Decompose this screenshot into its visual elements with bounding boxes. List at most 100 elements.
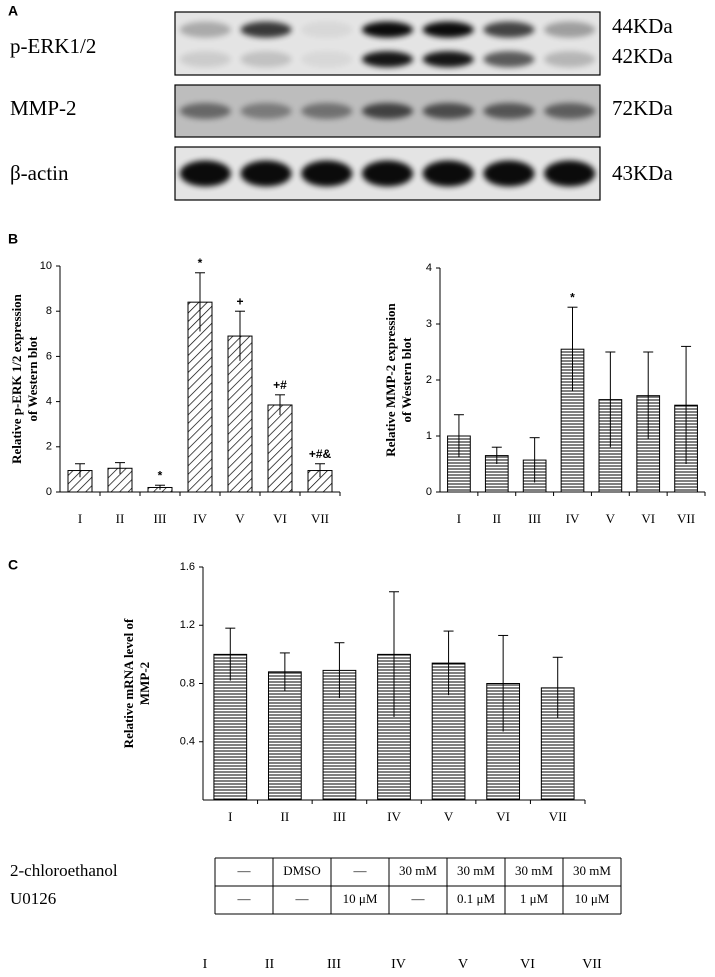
y-tick-label: 4 — [426, 262, 432, 274]
x-tick-label: II — [116, 511, 125, 526]
blot-band — [544, 21, 596, 38]
bar — [187, 301, 213, 493]
significance-label: + — [236, 294, 243, 308]
table-cell: 1 μM — [520, 891, 549, 906]
blot-band — [179, 160, 231, 187]
y-tick-label: 0.4 — [180, 736, 195, 748]
x-tick-label: III — [333, 809, 346, 824]
blot-label: p-ERK1/2 — [10, 34, 96, 58]
x-tick-label: V — [606, 511, 616, 526]
blot-frame — [174, 146, 601, 201]
table-cell: DMSO — [283, 863, 321, 878]
blot-band — [362, 160, 413, 187]
blot-band — [544, 51, 596, 68]
column-label: I — [203, 957, 208, 972]
y-axis-label: Relative p-ERK 1/2 expression — [9, 293, 24, 464]
y-tick-label: 1.6 — [180, 561, 195, 573]
blot-band — [422, 103, 474, 119]
y-axis-label: Relative MMP-2 expression — [383, 302, 398, 456]
blot-band — [362, 51, 413, 68]
bar — [267, 671, 302, 801]
column-label: VI — [520, 957, 535, 972]
blot-band — [301, 160, 353, 187]
significance-label: +#& — [309, 447, 332, 461]
significance-label: +# — [273, 378, 287, 392]
column-label: V — [458, 957, 468, 972]
blot-band — [483, 160, 535, 187]
blot-band — [240, 160, 292, 187]
blot-band — [422, 21, 474, 38]
bar — [227, 335, 253, 493]
y-tick-label: 0.8 — [180, 677, 195, 689]
molecular-weight: 43KDa — [612, 161, 673, 185]
molecular-weight: 44KDa — [612, 14, 673, 38]
y-tick-label: 10 — [40, 260, 52, 272]
blot-label: β-actin — [10, 161, 69, 185]
blot-band — [179, 21, 231, 38]
x-tick-label: I — [457, 511, 461, 526]
y-tick-label: 6 — [46, 350, 52, 362]
blot-band — [544, 103, 596, 119]
y-tick-label: 1 — [426, 430, 432, 442]
x-tick-label: III — [528, 511, 541, 526]
blot-band — [240, 51, 292, 68]
blot-band — [362, 21, 413, 38]
row-label: 2-chloroethanol — [10, 861, 118, 880]
x-tick-label: V — [444, 809, 454, 824]
table-cell: 10 μM — [343, 891, 378, 906]
x-tick-label: IV — [387, 809, 401, 824]
y-tick-label: 2 — [46, 441, 52, 453]
molecular-weight: 42KDa — [612, 44, 673, 68]
blot-frame — [174, 11, 601, 76]
x-tick-label: I — [228, 809, 232, 824]
panel-label: C — [8, 557, 18, 573]
x-tick-label: V — [235, 511, 245, 526]
x-tick-label: II — [492, 511, 501, 526]
blot-band — [179, 51, 231, 68]
x-tick-label: II — [281, 809, 290, 824]
y-tick-label: 0 — [46, 486, 52, 498]
x-tick-label: VI — [496, 809, 510, 824]
x-tick-label: IV — [566, 511, 580, 526]
column-label: II — [265, 957, 275, 972]
y-axis-label: MMP-2 — [137, 662, 152, 705]
row-label: U0126 — [10, 889, 56, 908]
y-axis-label: of Western blot — [399, 337, 414, 423]
table-cell: 0.1 μM — [457, 891, 495, 906]
y-axis-label: of Western blot — [25, 336, 40, 422]
blot-band — [483, 21, 535, 38]
column-label: IV — [391, 957, 406, 972]
blot-band — [240, 21, 292, 38]
blot-band — [301, 51, 353, 68]
blot-band — [544, 160, 596, 187]
x-tick-label: VII — [311, 511, 329, 526]
panel-label: B — [8, 231, 18, 247]
table-cell: — — [295, 891, 310, 906]
y-tick-label: 2 — [426, 374, 432, 386]
y-tick-label: 4 — [46, 396, 52, 408]
x-tick-label: III — [154, 511, 167, 526]
blot-label: MMP-2 — [10, 96, 77, 120]
column-label: VII — [582, 957, 602, 972]
table-cell: — — [353, 863, 368, 878]
table-cell: — — [237, 891, 252, 906]
significance-label: * — [198, 256, 203, 270]
table-cell: 30 mM — [399, 863, 437, 878]
x-tick-label: VII — [677, 511, 695, 526]
y-tick-label: 1.2 — [180, 619, 195, 631]
y-tick-label: 8 — [46, 305, 52, 317]
blot-band — [422, 160, 474, 187]
x-tick-label: VII — [549, 809, 567, 824]
blot-band — [301, 21, 353, 38]
table-cell: — — [237, 863, 252, 878]
blot-band — [362, 103, 413, 119]
x-tick-label: VI — [273, 511, 287, 526]
column-label: III — [327, 957, 341, 972]
blot-band — [422, 51, 474, 68]
blot-band — [240, 103, 292, 119]
molecular-weight: 72KDa — [612, 96, 673, 120]
blot-band — [301, 103, 353, 119]
bar — [267, 404, 293, 493]
table-cell: 30 mM — [515, 863, 553, 878]
